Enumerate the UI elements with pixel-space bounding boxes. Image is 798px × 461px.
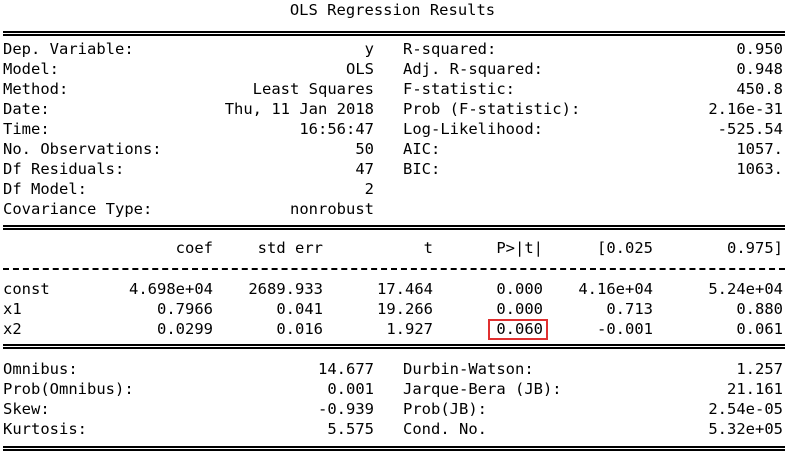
cell-t: 19.266 xyxy=(377,300,433,318)
diag-label-kurtosis: Kurtosis: xyxy=(3,420,87,438)
cell-ci-low: 0.713 xyxy=(606,300,653,318)
stat-value-covariance: nonrobust xyxy=(290,200,374,218)
coef-header-ci-low: [0.025 xyxy=(597,239,653,257)
diag-label-prob-jb: Prob(JB): xyxy=(403,400,487,418)
coef-header-ci-high: 0.975] xyxy=(727,239,783,257)
cell-ci-high: 5.24e+04 xyxy=(708,280,783,298)
diag-value-skew: -0.939 xyxy=(318,400,374,418)
cell-ci-low: -0.001 xyxy=(597,320,653,338)
cell-coef: 0.0299 xyxy=(157,320,213,338)
cell-stderr: 0.016 xyxy=(276,320,323,338)
stat-label-f-statistic: F-statistic: xyxy=(403,80,515,98)
stat-value-date: Thu, 11 Jan 2018 xyxy=(224,100,374,118)
diag-value-cond-no: 5.32e+05 xyxy=(708,420,783,438)
stat-value-f-statistic: 450.8 xyxy=(736,80,783,98)
diag-value-prob-omnibus: 0.001 xyxy=(327,380,374,398)
cell-t: 1.927 xyxy=(386,320,433,338)
diag-label-prob-omnibus: Prob(Omnibus): xyxy=(3,380,134,398)
stat-label-prob-f: Prob (F-statistic): xyxy=(403,100,581,118)
diag-value-kurtosis: 5.575 xyxy=(327,420,374,438)
diag-label-skew: Skew: xyxy=(3,400,50,418)
stat-label-aic: AIC: xyxy=(403,140,441,158)
cell-ci-high: 0.061 xyxy=(736,320,783,338)
stat-value-observations: 50 xyxy=(355,140,374,158)
single-rule-coef xyxy=(3,268,785,270)
stat-label-observations: No. Observations: xyxy=(3,140,162,158)
coef-header-stderr: std err xyxy=(257,239,323,257)
stat-label-adj-r-squared: Adj. R-squared: xyxy=(403,60,543,78)
stat-value-df-model: 2 xyxy=(364,180,374,198)
diag-label-durbin-watson: Durbin-Watson: xyxy=(403,360,534,378)
row-label-x2: x2 xyxy=(3,320,22,338)
stat-value-r-squared: 0.950 xyxy=(736,40,783,58)
double-rule-coef xyxy=(3,225,785,230)
double-rule-bottom xyxy=(3,446,785,451)
stat-value-model: OLS xyxy=(346,60,374,78)
stat-label-time: Time: xyxy=(3,120,50,138)
row-label-x1: x1 xyxy=(3,300,22,318)
coef-header-pvalue: P>|t| xyxy=(496,239,543,257)
cell-coef: 4.698e+04 xyxy=(129,280,213,298)
report-title: OLS Regression Results xyxy=(289,1,496,19)
coef-header-t: t xyxy=(423,239,433,257)
stat-value-method: Least Squares xyxy=(252,80,374,98)
stat-value-log-likelihood: -525.54 xyxy=(717,120,783,138)
stat-label-dep-variable: Dep. Variable: xyxy=(3,40,134,58)
diag-value-jarque-bera: 21.161 xyxy=(727,380,783,398)
stat-value-df-residuals: 47 xyxy=(355,160,374,178)
cell-stderr: 0.041 xyxy=(276,300,323,318)
pvalue-highlight-box xyxy=(488,319,548,340)
diag-label-omnibus: Omnibus: xyxy=(3,360,78,378)
stat-label-log-likelihood: Log-Likelihood: xyxy=(403,120,543,138)
row-label-const: const xyxy=(3,280,50,298)
stat-label-df-model: Df Model: xyxy=(3,180,87,198)
stat-value-bic: 1063. xyxy=(736,160,783,178)
double-rule-diagnostics xyxy=(3,344,785,349)
stat-label-date: Date: xyxy=(3,100,50,118)
coef-header-coef: coef xyxy=(175,239,213,257)
stat-value-time: 16:56:47 xyxy=(299,120,374,138)
stat-label-r-squared: R-squared: xyxy=(403,40,497,58)
diag-value-omnibus: 14.677 xyxy=(318,360,374,378)
cell-pvalue: 0.060 xyxy=(496,320,543,338)
cell-ci-high: 0.880 xyxy=(736,300,783,318)
stat-value-aic: 1057. xyxy=(736,140,783,158)
cell-pvalue: 0.000 xyxy=(496,280,543,298)
stat-value-dep-variable: y xyxy=(364,40,374,58)
stat-label-covariance: Covariance Type: xyxy=(3,200,153,218)
cell-t: 17.464 xyxy=(377,280,433,298)
cell-coef: 0.7966 xyxy=(157,300,213,318)
stat-label-method: Method: xyxy=(3,80,69,98)
stat-value-adj-r-squared: 0.948 xyxy=(736,60,783,78)
cell-ci-low: 4.16e+04 xyxy=(578,280,653,298)
stat-label-bic: BIC: xyxy=(403,160,441,178)
cell-pvalue: 0.000 xyxy=(496,300,543,318)
double-rule-top xyxy=(3,31,785,36)
stat-label-df-residuals: Df Residuals: xyxy=(3,160,125,178)
diag-value-durbin-watson: 1.257 xyxy=(736,360,783,378)
stat-label-model: Model: xyxy=(3,60,59,78)
cell-stderr: 2689.933 xyxy=(248,280,323,298)
stat-value-prob-f: 2.16e-31 xyxy=(708,100,783,118)
diag-label-jarque-bera: Jarque-Bera (JB): xyxy=(403,380,562,398)
diag-value-prob-jb: 2.54e-05 xyxy=(708,400,783,418)
diag-label-cond-no: Cond. No. xyxy=(403,420,487,438)
